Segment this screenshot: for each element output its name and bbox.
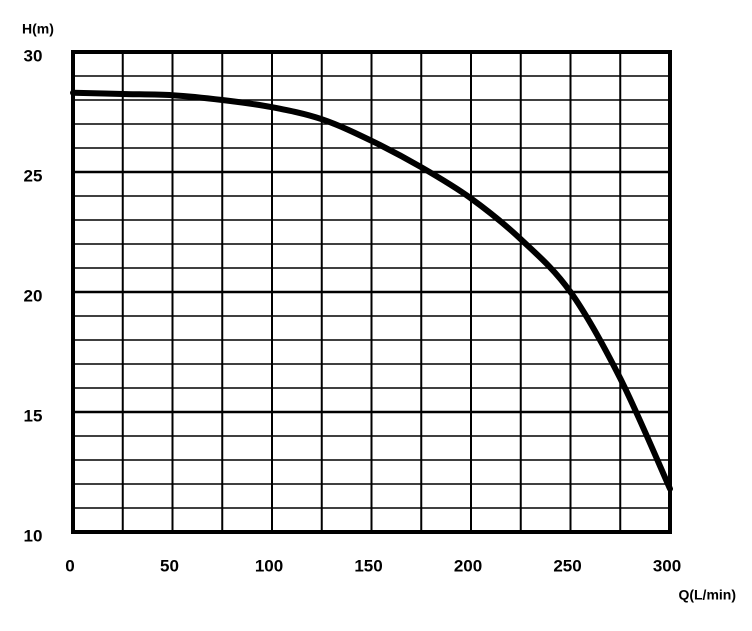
y-tick-label: 15 <box>24 406 43 425</box>
y-axis-label: H(m) <box>22 21 54 37</box>
x-tick-label: 100 <box>255 556 283 575</box>
y-tick-label: 25 <box>24 166 43 185</box>
grid <box>72 50 671 534</box>
y-tick-label: 20 <box>24 286 43 305</box>
y-tick-label: 30 <box>24 46 43 65</box>
x-tick-label: 200 <box>454 556 482 575</box>
x-tick-label: 300 <box>653 556 681 575</box>
x-tick-label: 0 <box>65 556 74 575</box>
y-tick-label: 10 <box>24 526 43 545</box>
plot-frame <box>71 50 672 534</box>
x-axis-label: Q(L/min) <box>678 587 736 603</box>
frame-group <box>71 50 672 534</box>
x-tick-label: 250 <box>553 556 581 575</box>
x-tick-label: 150 <box>354 556 382 575</box>
x-tick-label: 50 <box>160 556 179 575</box>
curve <box>70 89 673 492</box>
